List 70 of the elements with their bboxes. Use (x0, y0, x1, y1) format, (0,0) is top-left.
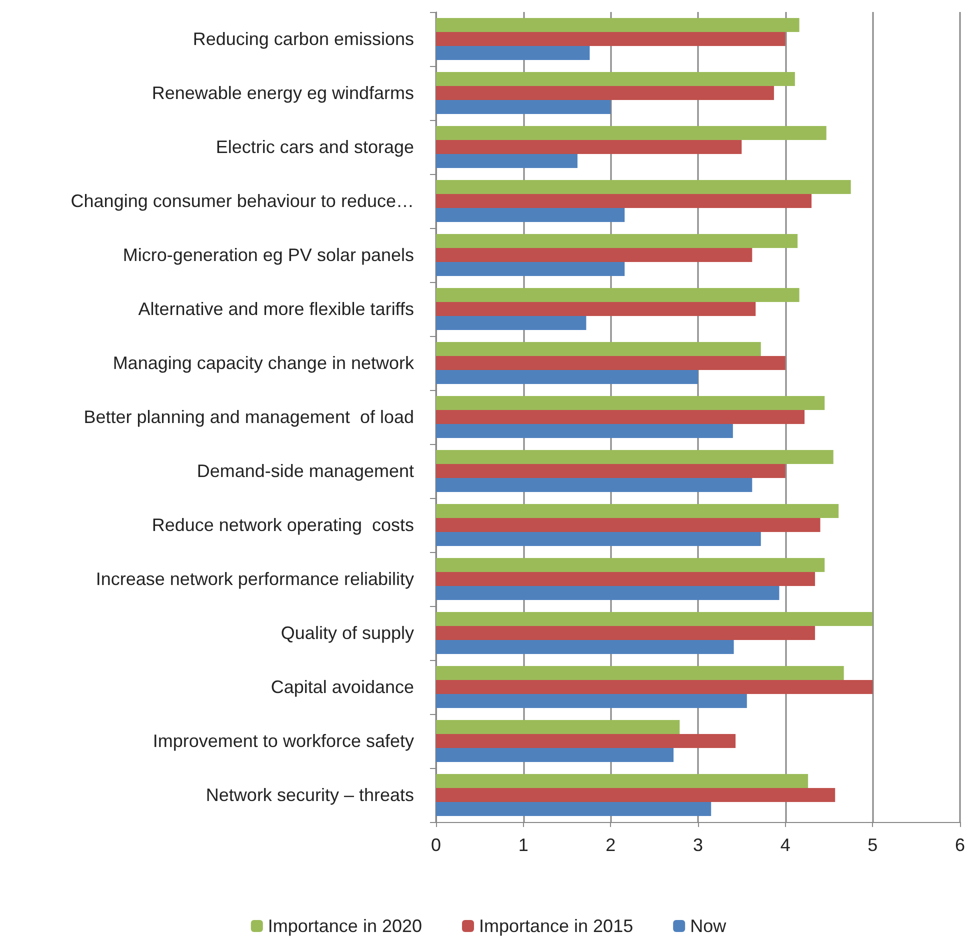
y-tick-label: Micro-generation eg PV solar panels (122, 245, 414, 265)
bar (436, 140, 742, 154)
bar (436, 72, 795, 86)
bar (436, 666, 844, 680)
bar (436, 262, 625, 276)
y-tick-label: Demand-side management (196, 461, 414, 481)
y-tick-label: Reduce network operating costs (152, 515, 414, 535)
bar (436, 342, 761, 356)
bar (436, 694, 747, 708)
y-tick-label: Changing consumer behaviour to reduce… (70, 191, 414, 211)
y-tick-label: Reducing carbon emissions (192, 29, 414, 49)
bar (436, 680, 873, 694)
x-tick-label: 3 (692, 835, 704, 855)
bar (436, 410, 805, 424)
bar (436, 626, 816, 640)
bar (436, 424, 733, 438)
x-tick-label: 5 (868, 835, 878, 855)
y-tick-label: Alternative and more flexible tariffs (138, 299, 414, 319)
y-tick-label: Network security – threats (206, 785, 414, 805)
legend-label: Importance in 2020 (268, 916, 422, 936)
bar (436, 234, 798, 248)
bar (436, 356, 786, 370)
y-tick-label: Quality of supply (280, 623, 414, 643)
bar (436, 640, 734, 654)
bar (436, 288, 800, 302)
bar (436, 532, 761, 546)
bar (436, 316, 586, 330)
legend-label: Now (690, 916, 728, 936)
bar (436, 370, 698, 384)
bar (436, 464, 786, 478)
bar (436, 180, 851, 194)
x-tick-label: 2 (606, 835, 616, 855)
y-tick-label: Better planning and management of load (84, 407, 414, 427)
x-tick-label: 6 (954, 835, 966, 855)
bar (436, 558, 825, 572)
x-tick-label: 0 (430, 835, 442, 855)
bar (436, 126, 826, 140)
bar (436, 572, 816, 586)
bar (436, 788, 836, 802)
bar (436, 100, 611, 114)
bar (436, 802, 712, 816)
bar (436, 774, 808, 788)
legend-label: Importance in 2015 (478, 916, 634, 936)
bar (436, 248, 752, 262)
bar (436, 478, 752, 492)
y-tick-label: Increase network performance reliability (96, 569, 414, 589)
bar (436, 32, 786, 46)
bar (436, 208, 625, 222)
y-tick-label: Capital avoidance (270, 677, 414, 697)
bar (436, 586, 780, 600)
bar (436, 504, 839, 518)
bar (436, 612, 873, 626)
bar (436, 518, 820, 532)
bar (436, 450, 834, 464)
bar (436, 86, 774, 100)
bar (436, 46, 590, 60)
bar (436, 396, 825, 410)
y-tick-label: Electric cars and storage (216, 137, 414, 157)
bar (436, 18, 800, 32)
y-tick-label: Managing capacity change in network (112, 353, 415, 373)
bar (436, 194, 812, 208)
bar (436, 748, 674, 762)
x-tick-label: 1 (518, 835, 528, 855)
bar (436, 154, 578, 168)
y-tick-label: Renewable energy eg windfarms (152, 83, 414, 103)
y-tick-label: Improvement to workforce safety (152, 731, 414, 751)
bar (436, 302, 756, 316)
x-tick-label: 4 (780, 835, 790, 855)
bar (436, 734, 736, 748)
bar (436, 720, 680, 734)
